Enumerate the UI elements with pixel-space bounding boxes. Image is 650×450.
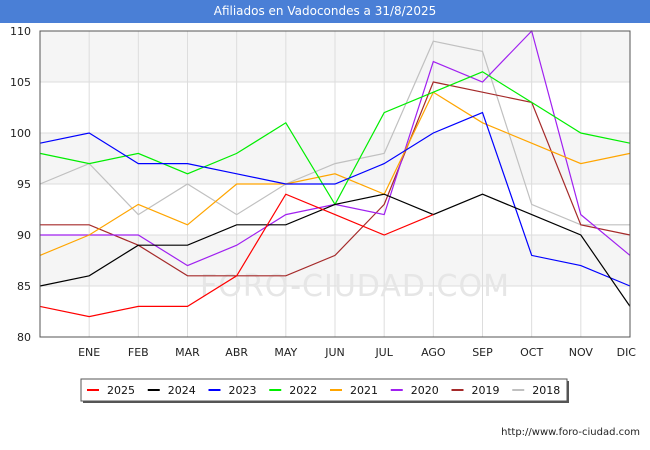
x-tick-label: SEP [472, 346, 493, 359]
legend-label: 2022 [289, 384, 317, 397]
series-line-2023 [39, 111, 631, 287]
watermark: FORO-CIUDAD.COM [200, 269, 510, 304]
legend-label: 2020 [411, 384, 439, 397]
plot-frame [39, 30, 631, 338]
x-tick-label: JUL [374, 346, 393, 359]
legend: 2025 2024 2023 2022 2021 2020 2019 2018 [80, 378, 569, 403]
series-line-2018 [39, 40, 630, 226]
y-tick-label: 95 [17, 178, 31, 191]
series-line-2024 [39, 193, 631, 307]
legend-label: 2019 [472, 384, 500, 397]
legend-box [80, 378, 568, 402]
x-tick-label: ABR [225, 346, 248, 359]
y-tick-label: 105 [10, 76, 31, 89]
y-tick-label: 100 [10, 127, 31, 140]
source-credit: http://www.foro-ciudad.com [501, 427, 640, 438]
y-tick-label: 110 [10, 25, 31, 38]
legend-label: 2025 [107, 384, 135, 397]
series-line-2021 [39, 91, 631, 256]
legend-label: 2021 [350, 384, 378, 397]
y-axis-ticks: 80 85 90 95 100 105 110 [10, 25, 31, 344]
legend-label: 2018 [532, 384, 560, 397]
legend-label: 2024 [168, 384, 196, 397]
y-tick-label: 80 [17, 331, 31, 344]
x-tick-label: OCT [520, 346, 543, 359]
x-tick-label: FEB [128, 346, 149, 359]
legend-label: 2023 [229, 384, 257, 397]
y-tick-label: 90 [17, 229, 31, 242]
x-tick-label: MAY [274, 346, 297, 359]
chart-title: Afiliados en Vadocondes a 31/8/2025 [0, 0, 650, 23]
x-tick-label: AGO [421, 346, 446, 359]
x-tick-label: ENE [78, 346, 100, 359]
x-tick-label: JUN [324, 346, 345, 359]
series-lines [39, 29, 631, 318]
x-tick-label: NOV [569, 346, 594, 359]
x-tick-label: DIC [617, 346, 637, 359]
series-line-2025 [39, 193, 434, 318]
x-tick-label: MAR [175, 346, 200, 359]
x-axis-ticks: ENE FEB MAR ABR MAY JUN JUL AGO SEP OCT NOV DIC [78, 346, 636, 359]
y-tick-label: 85 [17, 280, 31, 293]
